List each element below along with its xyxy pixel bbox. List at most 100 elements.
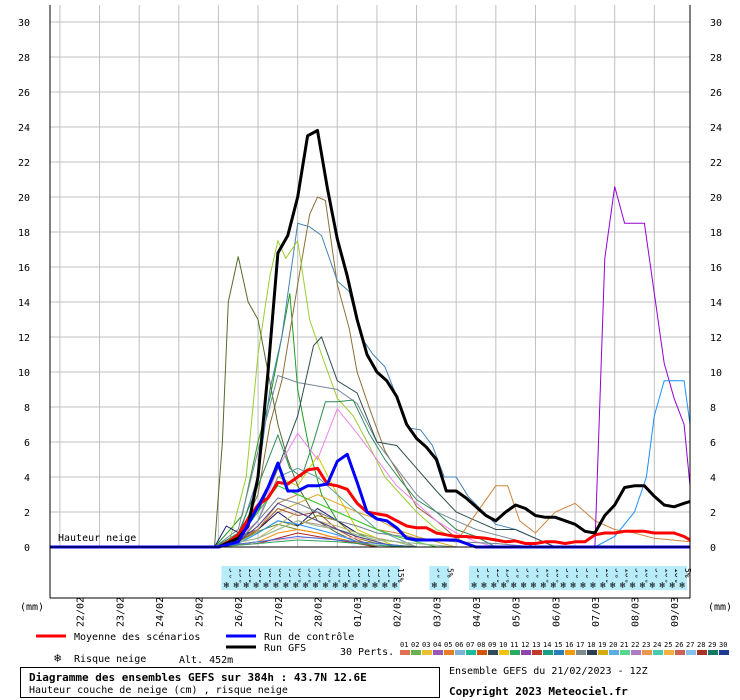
snow-risk-cell [280,566,291,590]
snow-risk-percent: 5% [683,568,692,578]
series-2 [50,129,691,549]
legend-pert-swatch [521,650,531,655]
y-tick-label-left: 12 [18,333,30,344]
x-day-label: 09/03 [670,597,681,627]
legend-pert-swatch [620,650,630,655]
y-tick-label-left: 20 [18,193,30,204]
legend-pert-swatch [499,650,509,655]
snow-risk-cell [241,566,252,590]
perturbation-08 [214,399,497,548]
legend-pert-swatch [565,650,575,655]
legend-pert-swatch [631,650,641,655]
snowflake-icon: ❄ [541,581,547,591]
legend-pert-swatch [587,650,597,655]
legend-label-moyenne: Moyenne des scénarios [74,631,200,643]
legend-pert-number: 10 [499,641,507,649]
snowflake-icon: ❄ [521,581,527,591]
legend-pert-number: 25 [664,641,672,649]
legend-pert-number: 13 [532,641,540,649]
legend-pert-swatch [686,650,696,655]
snowflake-icon: ❄ [243,581,249,591]
legend-pert-number: 06 [455,641,463,649]
snow-risk-cell [290,566,301,590]
perturbation-21 [214,511,417,548]
y-tick-label-left: 30 [18,18,30,29]
x-day-label: 23/02 [115,597,126,627]
y-tick-label-right: 20 [710,193,722,204]
y-tick-label-right: 30 [710,18,722,29]
legend-label-altitude: Alt. 452m [179,655,233,666]
y-tick-label-left: 10 [18,368,30,379]
y-tick-label-right: 26 [710,88,722,99]
snowflake-icon: ❄ [352,581,358,591]
legend-pert-swatch [598,650,608,655]
y-tick-label-left: 28 [18,53,30,64]
x-day-label: 25/02 [195,597,206,627]
snowflake-icon: ❄ [551,581,557,591]
legend: Moyenne des scénarios Run de contrôleRun … [36,631,729,666]
y-tick-label-left: 24 [18,123,30,134]
snow-risk-cell [568,566,579,590]
perturbation-lines [214,186,691,548]
y-tick-label-left: 6 [24,438,30,449]
legend-pert-swatch [422,650,432,655]
x-day-label: 07/03 [591,597,602,627]
legend-pert-swatch [477,650,487,655]
perturbation-23 [214,497,536,548]
snow-risk-cell [320,566,331,590]
snow-risk-cell [647,566,658,590]
y-tick-label-left: 16 [18,263,30,274]
legend-pert-swatch [411,650,421,655]
legend-pert-number: 02 [411,641,419,649]
snow-risk-cell [558,566,569,590]
snowflake-icon: ❄ [253,581,259,591]
legend-pert-number: 23 [642,641,650,649]
legend-label-risque: Risque neige [74,654,146,665]
snowflake-icon: ❄ [323,581,329,591]
snow-risk-cell [469,566,480,590]
legend-pert-swatch [675,650,685,655]
perturbation-22 [214,485,437,548]
x-day-label: 05/03 [512,597,523,627]
snowflake-icon: ❄ [224,581,230,591]
snow-risk-cell [360,566,371,590]
y-tick-label-right: 22 [710,158,722,169]
series-0 [50,466,691,549]
snowflake-icon: ❄ [650,581,656,591]
snowflake-icon: ❄ [640,581,646,591]
snowflake-icon: ❄ [234,581,240,591]
x-day-label: 24/02 [155,597,166,627]
snowflake-icon: ❄ [343,581,349,591]
legend-label-gfs: Run GFS [264,643,306,654]
snow-risk-percent: 5% [445,568,454,578]
y-tick-label-left: 8 [24,403,30,414]
snowflake-icon: ❄ [333,581,339,591]
snowflake-icon: ❄ [580,581,586,591]
snowflake-icon: ❄ [660,581,666,591]
snow-risk-cell [637,566,648,590]
legend-pert-number: 12 [521,641,529,649]
legend-pert-number: 01 [400,641,408,649]
snow-risk-cell [498,566,509,590]
legend-pert-number: 09 [488,641,496,649]
snow-risk-cell [587,566,598,590]
ensemble-run-label: Ensemble GEFS du 21/02/2023 - 12Z [449,666,648,677]
y-unit-right: (mm) [708,602,732,613]
snow-risk-cell [439,566,450,590]
x-day-label: 28/02 [313,597,324,627]
snow-risk-cell [260,566,271,590]
snowflake-icon: ❄ [303,581,309,591]
snow-risk-cell [270,566,281,590]
snowflake-icon: ❄ [432,581,438,591]
perturbation-30 [214,539,417,548]
snowflake-icon: ❄ [630,581,636,591]
snowflake-icon: ❄ [679,581,685,591]
legend-pert-swatch [708,650,718,655]
y-tick-label-left: 26 [18,88,30,99]
snowflake-icon: ❄ [442,581,448,591]
snowflake-icon: ❄ [669,581,675,591]
snowflake-icon: ❄ [620,581,626,591]
legend-label-controle: Run de contrôle [264,631,354,643]
